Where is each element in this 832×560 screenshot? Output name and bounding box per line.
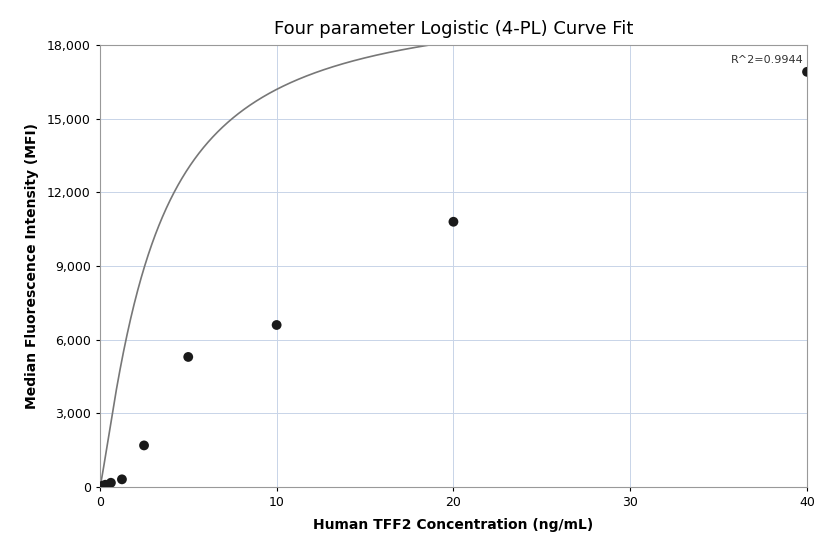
Point (104, 478, 117, 487)
Point (270, 320, 283, 329)
Title: Four parameter Logistic (4-PL) Curve Fit: Four parameter Logistic (4-PL) Curve Fit (274, 20, 633, 38)
Point (137, 441, 151, 450)
Point (181, 352, 195, 361)
Point (95, 482, 108, 491)
Point (96, 481, 109, 490)
Point (116, 475, 129, 484)
Point (99, 480, 112, 489)
Point (447, 217, 460, 226)
X-axis label: Human TFF2 Concentration (ng/mL): Human TFF2 Concentration (ng/mL) (314, 517, 593, 531)
Point (800, 67, 814, 76)
Text: R^2=0.9944: R^2=0.9944 (730, 55, 804, 64)
Y-axis label: Median Fluorescence Intensity (MFI): Median Fluorescence Intensity (MFI) (25, 123, 38, 409)
